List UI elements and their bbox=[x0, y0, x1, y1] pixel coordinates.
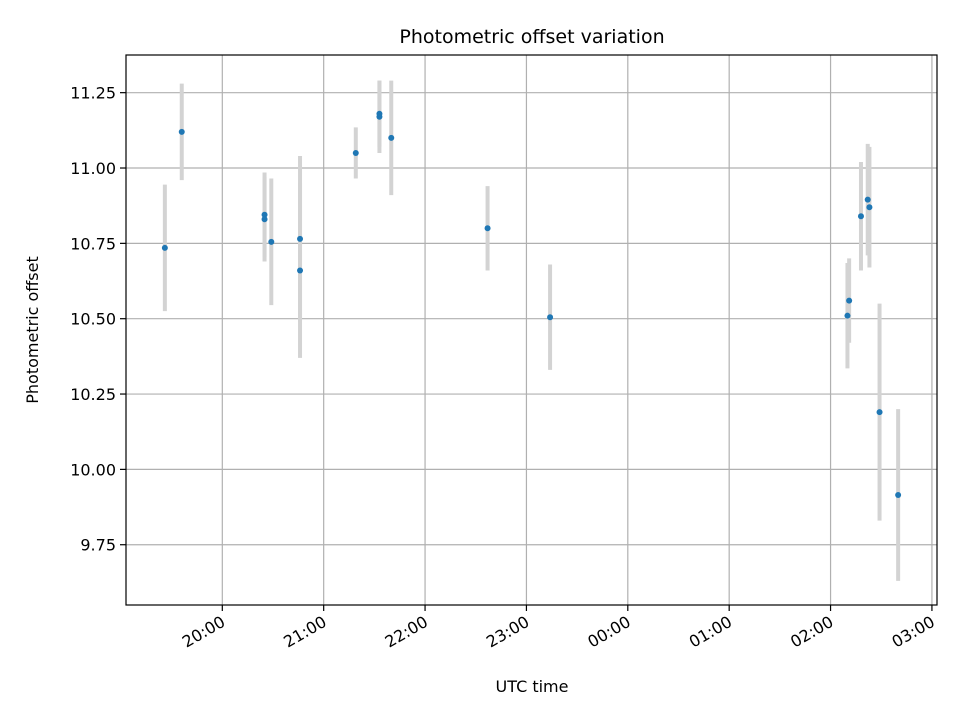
x-tick-label: 02:00 bbox=[787, 612, 836, 652]
data-point bbox=[268, 238, 275, 245]
data-point bbox=[261, 211, 268, 218]
x-axis: 20:00 21:00 22:00 23:00 00:00 01:00 02:00 03:00 bbox=[179, 605, 938, 652]
data-point bbox=[261, 216, 268, 223]
data-point bbox=[876, 409, 883, 416]
data-point bbox=[864, 196, 871, 203]
x-tick-label: 22:00 bbox=[382, 612, 431, 652]
data-point bbox=[388, 134, 395, 141]
x-axis-title: UTC time bbox=[496, 677, 569, 696]
y-tick-label: 10.25 bbox=[70, 385, 116, 404]
y-tick-label: 10.75 bbox=[70, 234, 116, 253]
y-axis: 9.75 10.00 10.25 10.50 10.75 11.00 11.25 bbox=[70, 84, 126, 555]
y-tick-label: 11.00 bbox=[70, 159, 116, 178]
x-tick-label: 00:00 bbox=[584, 612, 633, 652]
data-point bbox=[844, 312, 851, 319]
data-point bbox=[484, 225, 491, 232]
y-tick-label: 10.00 bbox=[70, 460, 116, 479]
y-tick-label: 10.50 bbox=[70, 310, 116, 329]
chart-title: Photometric offset variation bbox=[399, 26, 664, 48]
data-points bbox=[161, 110, 902, 498]
x-tick-label: 01:00 bbox=[686, 612, 735, 652]
data-point bbox=[178, 128, 185, 135]
y-tick-label: 9.75 bbox=[80, 536, 116, 555]
errorbars bbox=[162, 80, 901, 581]
y-axis-title: Photometric offset bbox=[23, 256, 42, 404]
plot-area-frame bbox=[125, 54, 938, 606]
x-tick-label: 20:00 bbox=[179, 612, 228, 652]
grid bbox=[126, 55, 937, 605]
x-tick-label: 23:00 bbox=[483, 612, 532, 652]
data-point bbox=[161, 244, 168, 251]
x-tick-label: 03:00 bbox=[888, 612, 937, 652]
y-tick-label: 11.25 bbox=[70, 84, 116, 103]
data-point bbox=[895, 492, 902, 498]
data-point bbox=[866, 204, 873, 211]
data-point bbox=[846, 297, 853, 304]
x-tick-label: 21:00 bbox=[280, 612, 329, 652]
data-point bbox=[297, 235, 304, 242]
data-point bbox=[376, 113, 383, 120]
data-point bbox=[297, 267, 304, 274]
data-point bbox=[547, 314, 554, 321]
data-point bbox=[857, 213, 864, 220]
data-point bbox=[352, 149, 359, 156]
